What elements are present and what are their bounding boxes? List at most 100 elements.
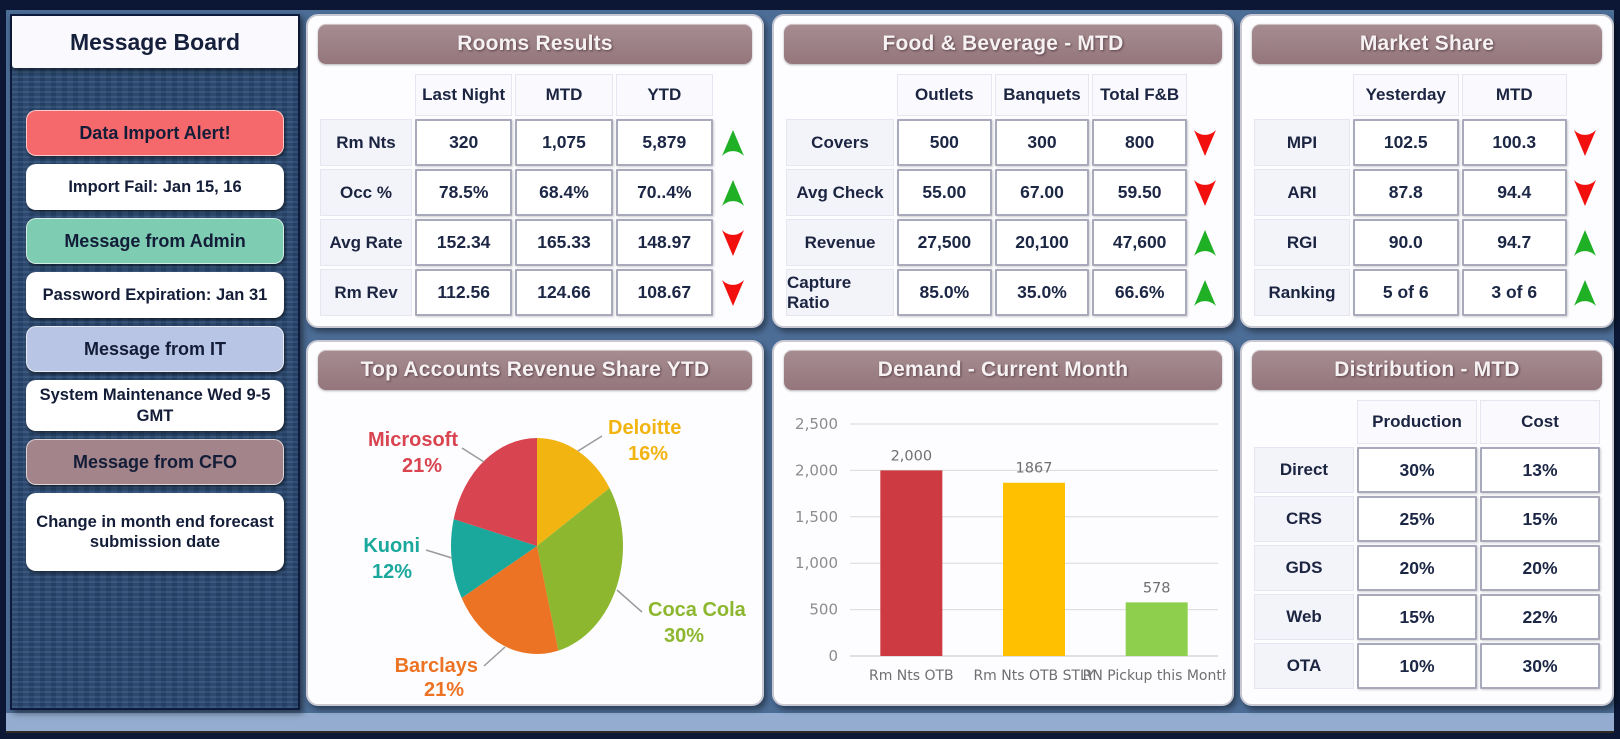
demand-header: Demand - Current Month xyxy=(784,350,1222,390)
bar-rn-pickup-this-month xyxy=(1125,602,1188,656)
column-header: Cost xyxy=(1480,400,1600,444)
column-header: Yesterday xyxy=(1353,74,1459,116)
message-board-item-1[interactable]: Import Fail: Jan 15, 16 xyxy=(26,164,284,210)
data-cell: 25% xyxy=(1357,496,1477,542)
row-label: Revenue xyxy=(786,219,894,266)
column-header: MTD xyxy=(1461,74,1567,116)
distribution-panel: Distribution - MTD Production Cost Direct 3… xyxy=(1240,340,1614,706)
message-board-item-4[interactable]: Message from IT xyxy=(26,326,284,372)
data-cell: 90.0 xyxy=(1353,219,1459,266)
pie-label: Barclays xyxy=(395,655,478,677)
data-cell: 30% xyxy=(1357,447,1477,493)
column-header: Outlets xyxy=(897,74,992,116)
data-cell: 30% xyxy=(1480,643,1600,689)
bottom-strip xyxy=(6,713,1614,733)
market-share-table: Yesterday MTD MPI 102.5 100.3 ARI 87.8 94.4 RGI 9… xyxy=(1242,68,1612,324)
row-label: Rm Nts xyxy=(320,119,412,166)
bar-rm-nts-otb xyxy=(880,470,943,656)
pie-slice-coca-cola xyxy=(537,488,624,651)
row-label: Occ % xyxy=(320,169,412,216)
trend-down-icon xyxy=(1574,129,1596,156)
data-cell: 112.56 xyxy=(415,269,513,316)
data-cell: 68.4% xyxy=(515,169,613,216)
rooms-results-table: Last Night MTD YTD Rm Nts 320 1,075 5,879 Occ %… xyxy=(308,68,762,324)
data-cell: 500 xyxy=(897,119,992,166)
row-label: Rm Rev xyxy=(320,269,412,316)
data-cell: 148.97 xyxy=(615,219,713,266)
data-cell: 22% xyxy=(1480,594,1600,640)
bar-rm-nts-otb-stly xyxy=(1003,482,1065,656)
message-board-panel: Message Board Data Import Alert! Import F… xyxy=(10,14,300,710)
data-cell: 94.7 xyxy=(1461,219,1567,266)
pie-callout-line xyxy=(577,435,603,452)
data-cell: 55.00 xyxy=(897,169,992,216)
message-board-item-0[interactable]: Data Import Alert! xyxy=(26,110,284,156)
trend-cell xyxy=(1570,219,1600,266)
x-axis-label: RN Pickup this Month xyxy=(1083,668,1226,684)
data-cell: 124.66 xyxy=(515,269,613,316)
trend-down-icon xyxy=(722,229,744,256)
pie-label: Kuoni xyxy=(363,535,420,557)
pie-label: Coca Cola xyxy=(648,599,747,621)
trend-down-icon xyxy=(1193,129,1216,156)
trend-cell xyxy=(1190,119,1220,166)
message-board-item-7[interactable]: Change in month end forecast submission … xyxy=(26,493,284,572)
rooms-results-header: Rooms Results xyxy=(318,24,752,64)
table-corner xyxy=(1254,74,1350,116)
data-cell: 3 of 6 xyxy=(1461,269,1567,316)
trend-up-icon xyxy=(1193,279,1216,306)
trend-cell xyxy=(1570,169,1600,216)
row-label: Web xyxy=(1254,594,1354,640)
message-board-item-6[interactable]: Message from CFO xyxy=(26,439,284,486)
data-cell: 165.33 xyxy=(515,219,613,266)
top-accounts-header: Top Accounts Revenue Share YTD xyxy=(318,350,752,390)
pie-label: 16% xyxy=(628,443,668,465)
y-axis-tick: 2,500 xyxy=(795,415,838,433)
pie-label: Deloitte xyxy=(608,417,681,439)
data-cell: 94.4 xyxy=(1461,169,1567,216)
data-cell: 15% xyxy=(1357,594,1477,640)
trend-up-icon xyxy=(1574,229,1596,256)
message-board-item-2[interactable]: Message from Admin xyxy=(26,218,284,264)
data-cell: 13% xyxy=(1480,447,1600,493)
data-cell: 59.50 xyxy=(1092,169,1187,216)
data-cell: 66.6% xyxy=(1092,269,1187,316)
pie-chart-area: Deloitte 16% Coca Cola 30% Barclays 21% Kuoni 1… xyxy=(308,394,762,702)
top-accounts-panel: Top Accounts Revenue Share YTD Deloitte 1… xyxy=(306,340,764,706)
data-cell: 320 xyxy=(415,119,513,166)
bar-value-label: 1867 xyxy=(1016,461,1053,477)
pie-slice-barclays xyxy=(461,546,559,655)
data-cell: 27,500 xyxy=(897,219,992,266)
y-axis-tick: 1,000 xyxy=(795,554,838,572)
market-share-header: Market Share xyxy=(1252,24,1602,64)
pie-slice-microsoft xyxy=(453,438,537,546)
demand-panel: Demand - Current Month 0 500 1,000 1,500 2,0… xyxy=(772,340,1234,706)
message-board-item-3[interactable]: Password Expiration: Jan 31 xyxy=(26,272,284,318)
trend-cell xyxy=(716,219,750,266)
data-cell: 20% xyxy=(1480,545,1600,591)
data-cell: 20% xyxy=(1357,545,1477,591)
pie-callout-line xyxy=(461,447,485,463)
data-cell: 152.34 xyxy=(415,219,513,266)
trend-cell xyxy=(1190,269,1220,316)
food-beverage-header: Food & Beverage - MTD xyxy=(784,24,1222,64)
row-label: Ranking xyxy=(1254,269,1350,316)
data-cell: 67.00 xyxy=(994,169,1090,216)
message-board-item-5[interactable]: System Maintenance Wed 9-5 GMT xyxy=(26,380,284,432)
data-cell: 47,600 xyxy=(1092,219,1187,266)
pie-slice-deloitte xyxy=(537,438,610,546)
trend-cell xyxy=(716,169,750,216)
data-cell: 85.0% xyxy=(897,269,992,316)
trend-up-icon xyxy=(722,179,744,206)
rooms-results-panel: Rooms Results Last Night MTD YTD Rm Nts 320 1… xyxy=(306,14,764,328)
pie-label: 30% xyxy=(664,625,704,647)
data-cell: 800 xyxy=(1092,119,1187,166)
message-board-list: Data Import Alert! Import Fail: Jan 15, 1… xyxy=(12,68,298,572)
column-header: YTD xyxy=(615,74,713,116)
table-corner xyxy=(716,74,750,116)
pie-label: 21% xyxy=(402,455,442,477)
data-cell: 300 xyxy=(994,119,1090,166)
row-label: ARI xyxy=(1254,169,1350,216)
y-axis-tick: 0 xyxy=(828,647,838,665)
